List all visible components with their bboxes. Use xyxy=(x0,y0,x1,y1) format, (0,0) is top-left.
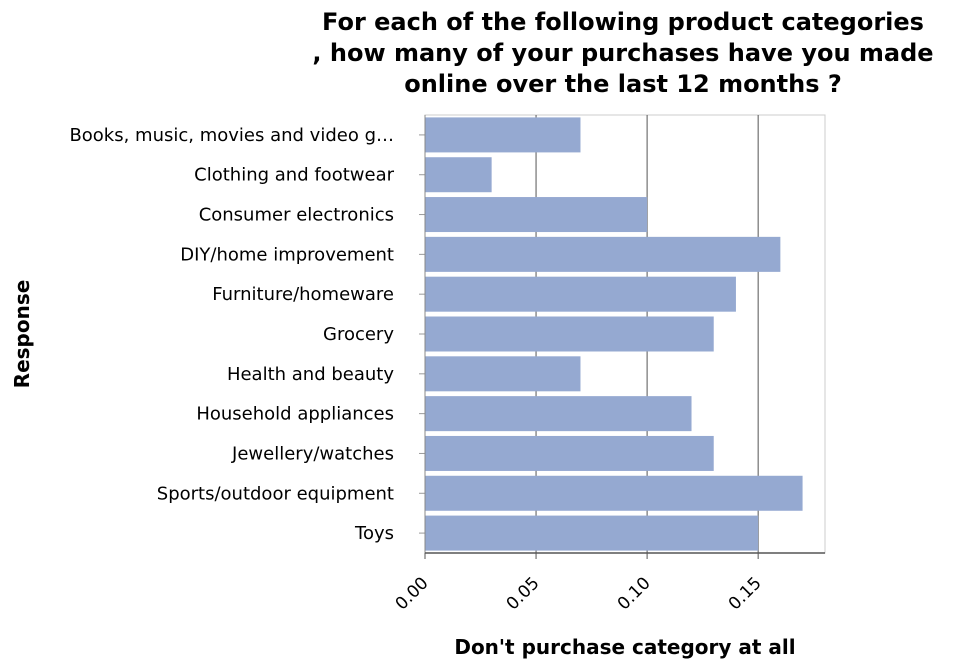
category-label: Sports/outdoor equipment xyxy=(157,483,394,504)
category-label: Household appliances xyxy=(196,404,394,425)
bar xyxy=(425,356,581,392)
bar xyxy=(425,276,736,312)
bar xyxy=(425,236,781,272)
x-tick-labels: 0.00 0.05 0.10 0.15 xyxy=(392,573,766,614)
bar xyxy=(425,515,759,551)
category-label: Grocery xyxy=(323,324,394,345)
bar xyxy=(425,117,581,153)
category-label: Toys xyxy=(354,523,394,544)
bar xyxy=(425,475,803,511)
bar xyxy=(425,316,714,352)
y-axis-title: Response xyxy=(10,280,34,389)
category-label: DIY/home improvement xyxy=(180,244,394,265)
bar xyxy=(425,157,492,193)
x-axis-title: Don't purchase category at all xyxy=(454,635,795,659)
x-tick-label: 0.00 xyxy=(392,573,433,614)
bars xyxy=(425,117,803,551)
x-tick-label: 0.05 xyxy=(503,573,544,614)
chart-title-line-3: online over the last 12 months ? xyxy=(404,70,842,98)
category-label: Clothing and footwear xyxy=(194,165,394,186)
bar xyxy=(425,396,692,432)
bar xyxy=(425,197,648,233)
category-label: Furniture/homeware xyxy=(212,284,394,305)
category-labels: Books, music, movies and video g… Clothin… xyxy=(69,125,394,544)
category-label: Books, music, movies and video g… xyxy=(69,125,394,146)
chart-title-line-1: For each of the following product catego… xyxy=(322,8,924,36)
category-label: Health and beauty xyxy=(227,364,394,385)
bar xyxy=(425,435,714,471)
category-label: Jewellery/watches xyxy=(231,443,394,464)
chart-title-line-2: , how many of your purchases have you ma… xyxy=(312,39,933,67)
axes xyxy=(419,115,825,559)
x-tick-label: 0.15 xyxy=(725,573,766,614)
x-tick-label: 0.10 xyxy=(614,573,655,614)
category-label: Consumer electronics xyxy=(199,205,394,226)
